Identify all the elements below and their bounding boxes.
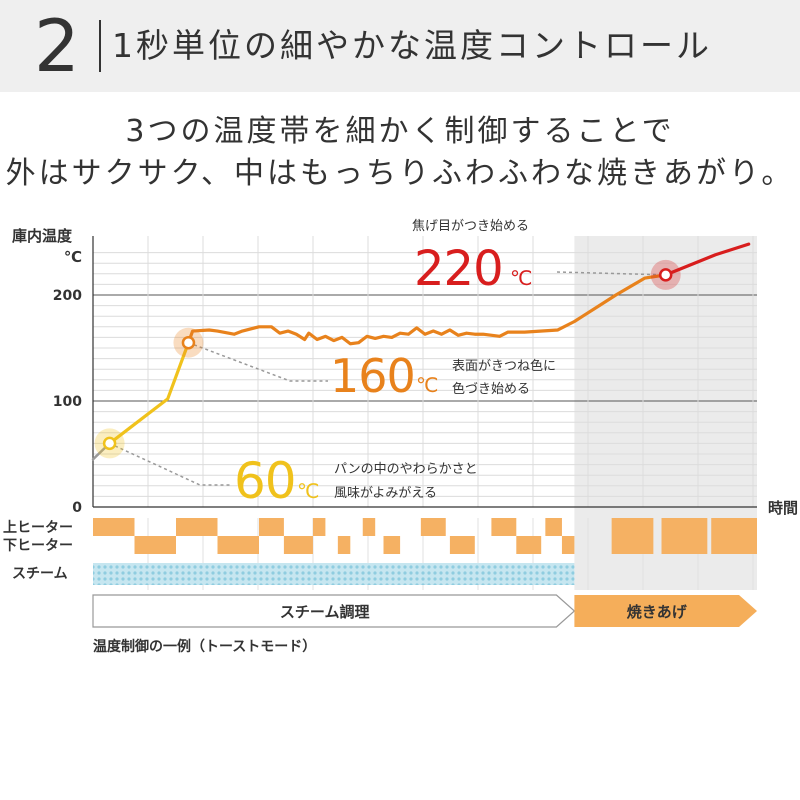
lower-heater-on-segment <box>134 536 176 554</box>
lower-heater-on-segment <box>449 536 475 554</box>
annotation-description: 表面がきつね色に <box>452 358 556 374</box>
upper-heater-on-segment <box>259 518 284 536</box>
temperature-series-line <box>107 341 191 445</box>
upper-heater-on-segment <box>93 518 135 536</box>
upper-heater-on-segment <box>491 518 517 536</box>
lower-heater-on-segment <box>217 536 259 554</box>
chart-caption: 温度制御の一例（トーストモード） <box>93 639 317 655</box>
temperature-series-line <box>664 242 751 277</box>
steam-label: スチーム <box>12 566 68 582</box>
y-tick-label: 200 <box>53 288 82 304</box>
phase-arrow-steam <box>92 594 576 628</box>
section-number: 2 <box>34 4 80 88</box>
annotation-unit: ℃ <box>510 266 532 290</box>
lower-heater-on-segment <box>283 536 313 554</box>
lower-heater-on-segment <box>611 518 654 554</box>
annotation-unit: ℃ <box>297 479 319 503</box>
upper-heater-on-segment <box>176 518 218 536</box>
y-tick-label: 0 <box>72 500 82 516</box>
upper-heater-on-segment <box>312 518 326 536</box>
header-bar: 2 1秒単位の細やかな温度コントロール <box>0 0 800 92</box>
header-divider <box>99 20 101 72</box>
annotation-description: パンの中のやわらかさと <box>334 462 478 477</box>
steam-on-segment <box>93 563 575 585</box>
lower-heater-on-segment <box>383 536 401 554</box>
phase-label: 焼きあげ <box>627 603 688 621</box>
lead-line-1: 3つの温度帯を細かく制御することで <box>125 114 675 149</box>
lower-heater-on-segment <box>516 536 542 554</box>
lower-heater-on-segment <box>661 518 708 554</box>
upper-heater-label: 上ヒーター <box>3 520 73 536</box>
phase-arrow-bake <box>574 595 757 627</box>
upper-heater-on-segment <box>545 518 562 536</box>
lower-heater-on-segment <box>711 518 757 554</box>
annotation-temperature: 160 <box>330 349 415 403</box>
annotation-temperature: 60 <box>234 452 296 510</box>
data-point-marker <box>102 436 117 451</box>
section-title: 1秒単位の細やかな温度コントロール <box>112 26 712 65</box>
x-axis-label: 時間 <box>768 499 798 517</box>
annotation-description: 色づき始める <box>452 381 530 397</box>
lower-heater-on-segment <box>561 536 575 554</box>
upper-heater-on-segment <box>362 518 376 536</box>
lead-line-2: 外はサクサク、中はもっちりふわふわな焼きあがり。 <box>5 156 795 191</box>
y-axis-label: 庫内温度 <box>12 227 73 245</box>
annotation-unit: ℃ <box>416 373 438 397</box>
annotation-leader-line <box>556 271 666 276</box>
annotation-description: 風味がよみがえる <box>334 486 437 501</box>
data-point-marker <box>658 268 673 282</box>
lower-heater-on-segment <box>337 536 351 554</box>
y-axis-unit: ℃ <box>64 248 82 266</box>
annotation-leader-line <box>188 341 328 382</box>
data-point-marker <box>181 335 196 350</box>
lower-heater-label: 下ヒーター <box>3 538 73 554</box>
annotation-temperature: 220 <box>414 241 503 297</box>
annotation-description: 焦げ目がつき始める <box>412 219 529 234</box>
upper-heater-on-segment <box>420 518 446 536</box>
phase-label: スチーム調理 <box>280 603 370 621</box>
temperature-series-line <box>186 273 668 346</box>
y-tick-label: 100 <box>53 394 82 410</box>
